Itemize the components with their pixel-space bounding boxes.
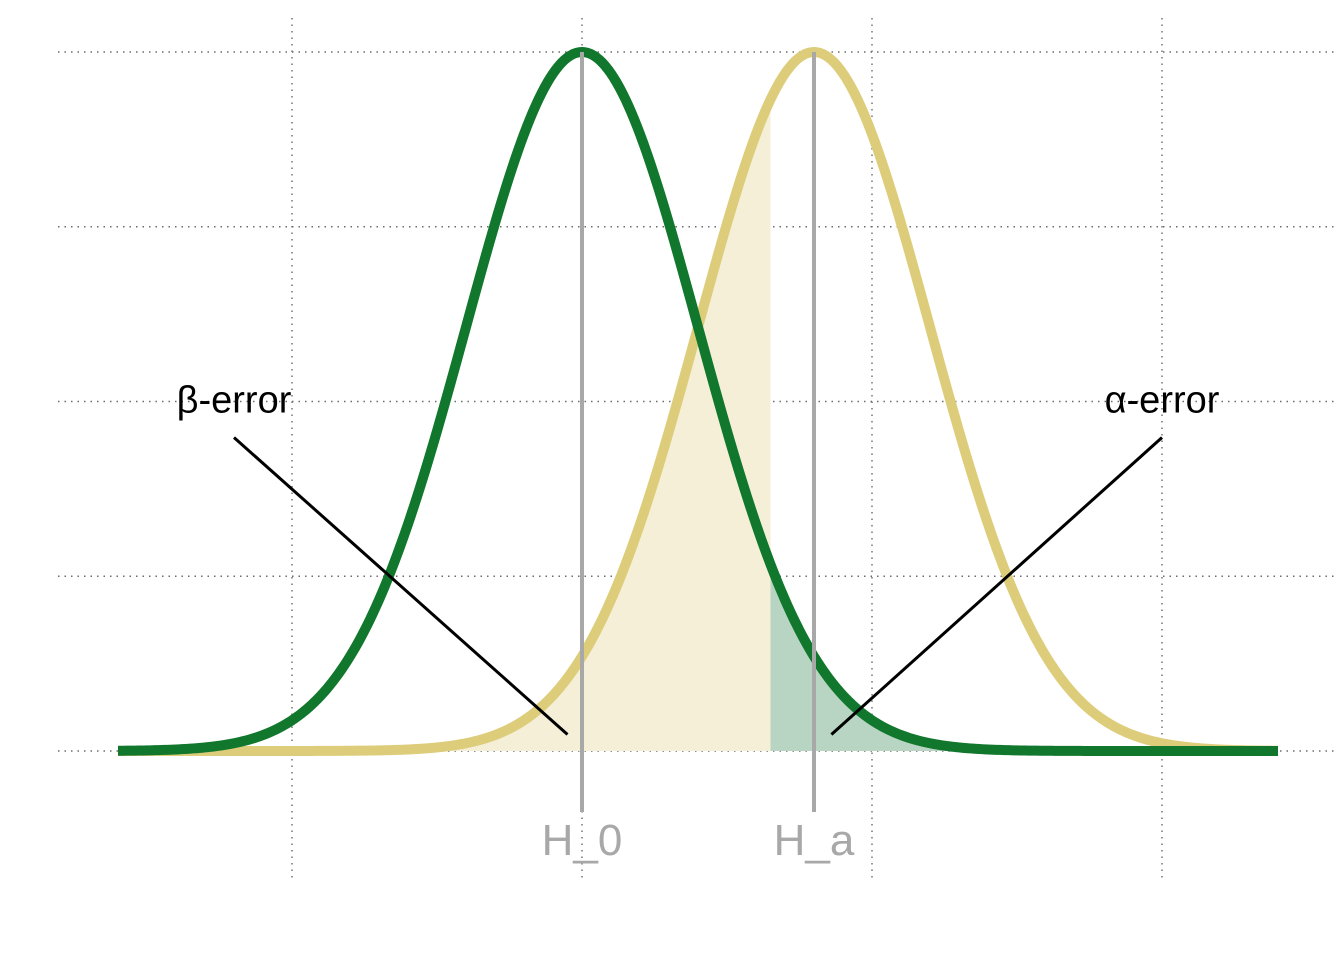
shaded-areas — [118, 99, 1278, 751]
ref-label-h-0: H_0 — [542, 816, 623, 865]
shaded-area-2 — [118, 99, 771, 751]
beta-error-pointer — [233, 436, 569, 736]
beta-error-label: β-error — [177, 380, 292, 422]
shaded-area-1 — [770, 564, 1278, 751]
ref-label-h-a: H_a — [774, 816, 855, 865]
null-distribution-curve — [115, 47, 1281, 756]
annotations: β-error α-error — [177, 380, 1220, 736]
alpha-error-label: α-error — [1105, 380, 1220, 422]
alpha-error-pointer — [830, 436, 1164, 736]
reference-lines: H_0 H_a — [542, 52, 855, 865]
distribution-curves — [115, 47, 1281, 756]
